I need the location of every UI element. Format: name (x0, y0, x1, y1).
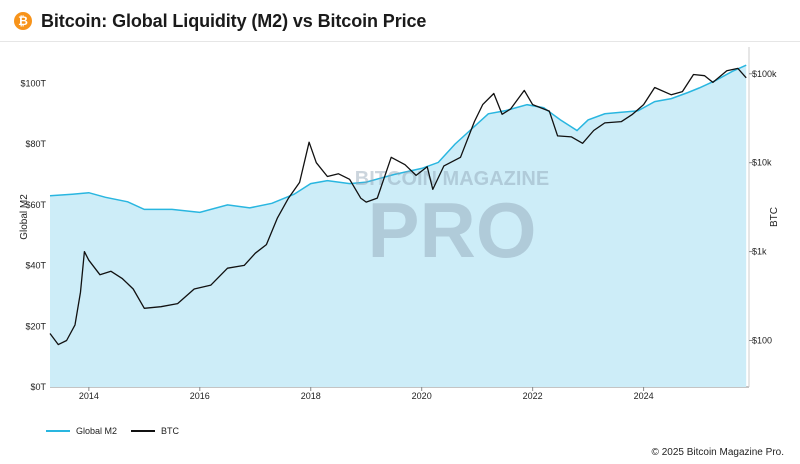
legend-item-global-m2[interactable]: Global M2 (46, 426, 117, 436)
legend-label-global-m2: Global M2 (76, 426, 118, 436)
header-divider (0, 41, 800, 42)
left-axis-tick-label: $20T (25, 321, 46, 331)
chart-legend: Global M2 BTC (46, 426, 193, 436)
chart-header: ₿ Bitcoin: Global Liquidity (M2) vs Bitc… (14, 9, 426, 33)
left-axis-tick-label: $40T (25, 261, 46, 271)
chart-title: Bitcoin: Global Liquidity (M2) vs Bitcoi… (41, 10, 427, 31)
x-axis-tick-label: 2014 (79, 391, 99, 401)
bitcoin-icon: ₿ (14, 12, 32, 30)
x-axis-tick-label: 2022 (523, 391, 543, 401)
left-axis-tick-label: $0T (30, 382, 46, 392)
right-axis-tick-label: $100 (752, 336, 772, 346)
left-axis-tick-label: $80T (25, 139, 46, 149)
watermark-main-text: PRO (367, 186, 536, 274)
legend-swatch-btc (131, 430, 156, 432)
right-axis-tick-label: $1k (752, 247, 767, 257)
right-axis-tick-label: $10k (752, 158, 772, 168)
global-m2-area (50, 65, 747, 387)
x-axis-tick-label: 2018 (301, 391, 321, 401)
right-axis-title: BTC (769, 207, 780, 227)
legend-swatch-global-m2 (46, 430, 70, 432)
legend-item-btc[interactable]: BTC (131, 426, 179, 436)
left-axis-title: Global M2 (19, 194, 30, 240)
copyright-notice: © 2025 Bitcoin Magazine Pro. (651, 447, 784, 458)
x-axis-tick-label: 2020 (412, 391, 432, 401)
right-axis-tick-label: $100k (752, 69, 777, 79)
watermark-top-text: BITCOIN MAGAZINE (355, 168, 549, 190)
btc-price-line (49, 67, 747, 346)
left-axis-tick-label: $60T (25, 200, 46, 210)
global-m2-line (49, 64, 747, 214)
legend-label-btc: BTC (161, 426, 180, 436)
x-axis-tick-label: 2016 (190, 391, 210, 401)
left-axis-tick-label: $100T (20, 78, 46, 88)
x-axis-tick-label: 2024 (634, 391, 654, 401)
